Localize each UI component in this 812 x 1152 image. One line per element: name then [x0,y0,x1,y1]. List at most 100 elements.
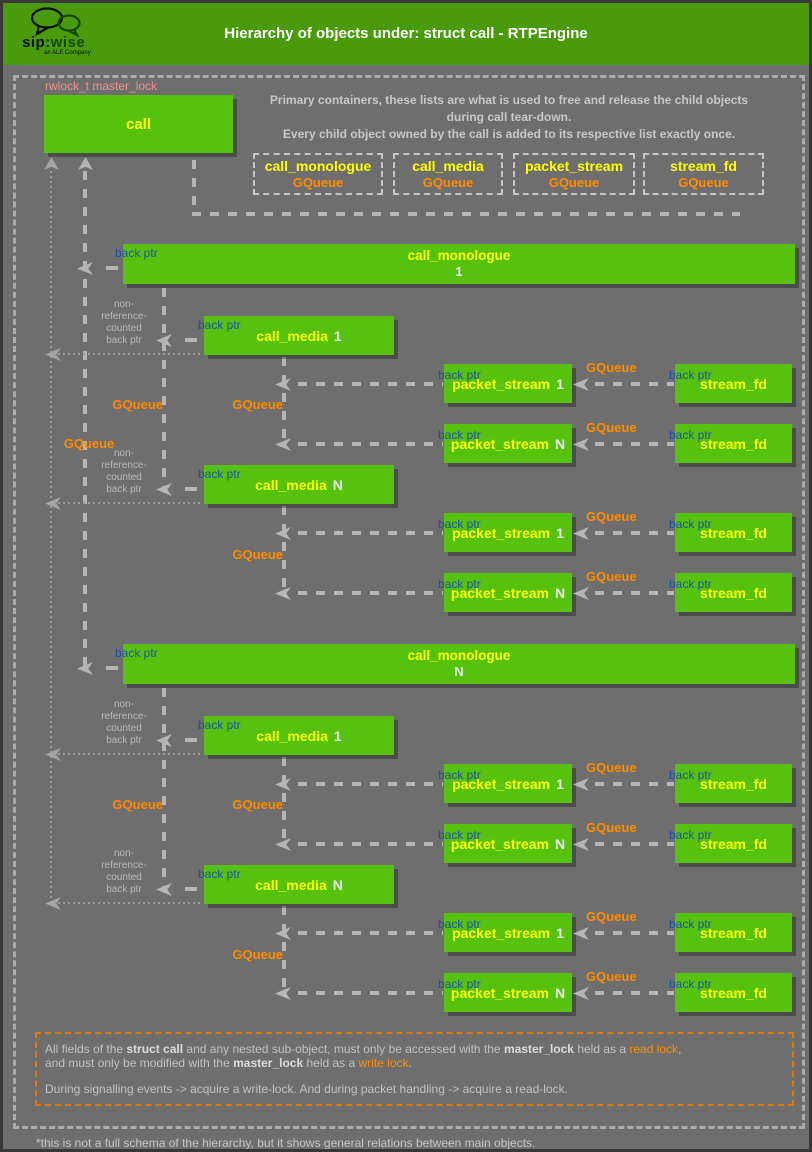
connector-line [192,212,740,216]
non-ref-note: non-reference-counted back ptr [91,448,157,496]
arrow-left-icon [573,778,589,791]
rwlock-label: rwlock_t master_lock [45,79,158,93]
non-ref-note-line: counted [106,872,142,883]
packet-stream-box-title: packet_stream [452,375,551,392]
queue-box-call-monologue: call_monologue GQueue [253,153,383,195]
dashed-line [298,931,443,935]
intro-line-2: during call tear-down. [446,110,572,124]
gqueue-label: GQueue [63,436,115,451]
stream-fd-box-title: stream_fd [700,375,767,392]
back-ptr-label: back ptr [115,246,158,260]
packet-stream-box-title: packet_stream [452,924,551,941]
gqueue-label: GQueue [586,569,637,584]
dash-stub [185,887,197,891]
non-ref-note-line: non- [113,448,134,459]
arrow-left-icon [573,438,589,451]
packet-stream-box: packet_stream N [444,824,572,863]
call-media-box-index: N [332,476,343,493]
non-ref-note-line: non- [113,699,134,710]
brand-text: sip:wise [22,34,86,51]
non-ref-note-line: reference- [101,711,147,722]
packet-stream-box-title: packet_stream [450,984,549,1001]
packet-stream-box-index: 1 [556,924,564,941]
stream-fd-box: stream_fd [675,573,792,612]
non-ref-note-line: non- [113,299,134,310]
dashed-line [298,782,443,786]
packet-stream-box: packet_stream 1 [444,764,572,803]
intro-line-3: Every child object owned by the call is … [282,127,736,141]
gqueue-label: GQueue [232,397,283,412]
dashed-line [298,591,443,595]
call-monologue-bar-title: call_monologue [407,248,511,263]
gqueue-label: GQueue [112,397,163,412]
call-media-box: call_media N [204,865,394,904]
non-ref-note-line: reference- [101,311,147,322]
arrow-left-icon [77,662,93,675]
stream-fd-box-title: stream_fd [700,524,767,541]
call-media-box: call_media N [204,465,394,504]
non-ref-note-line: back ptr [106,735,142,746]
stream-fd-box: stream_fd [675,424,792,463]
dashed-line [83,171,87,671]
dashed-line [298,991,443,995]
non-ref-note-line: back ptr [106,335,142,346]
back-ptr-label: back ptr [438,428,481,442]
non-ref-note: non-reference-counted back ptr [91,299,157,347]
call-monologue-bar-index: N [454,664,464,679]
non-ref-note-line: counted [106,323,142,334]
packet-stream-box-title: packet_stream [450,835,549,852]
queue-box-title: stream_fd [670,158,737,174]
packet-stream-box-index: N [554,584,566,601]
gqueue-label: GQueue [586,909,637,924]
packet-stream-box-index: 1 [556,524,564,541]
dashed-line [298,842,443,846]
back-ptr-label: back ptr [669,828,712,842]
arrow-left-icon [573,838,589,851]
dashed-line [595,591,674,595]
packet-stream-box-index: N [554,984,566,1001]
dashed-line [298,531,443,535]
call-monologue-bar-title: call_monologue [407,648,511,663]
arrow-left-icon [573,378,589,391]
diagram-frame [13,75,805,1129]
gqueue-label: GQueue [586,820,637,835]
stream-fd-box-title: stream_fd [700,835,767,852]
note-line-3: During signalling events -> acquire a wr… [45,1082,568,1096]
queue-box-type: GQueue [548,175,600,190]
packet-stream-box-index: N [554,835,566,852]
dashed-line [298,442,443,446]
back-ptr-label: back ptr [198,867,241,881]
non-ref-note-line: counted [106,472,142,483]
packet-stream-box: packet_stream 1 [444,513,572,552]
non-ref-note-line: reference- [101,860,147,871]
packet-stream-box: packet_stream N [444,573,572,612]
back-ptr-label: back ptr [669,368,712,382]
arrow-left-icon [77,262,93,275]
stream-fd-box-title: stream_fd [700,775,767,792]
dashed-line [595,991,674,995]
queue-box-title: call_media [412,158,484,174]
arrow-left-icon [573,527,589,540]
brand-tagline: an ALE Company [44,50,91,56]
back-ptr-label: back ptr [438,577,481,591]
dashed-line [282,357,286,444]
diagram-body: back ptr call_monologue 1 GQueue GQueue GQueu… [3,3,809,1149]
call-media-box-title: call_media [256,327,328,344]
call-media-box: call_media 1 [204,316,394,355]
packet-stream-box-index: 1 [556,775,564,792]
dashed-line [595,382,674,386]
gqueue-label: GQueue [586,360,637,375]
non-ref-note: non-reference-counted back ptr [91,699,157,747]
dashed-line [162,288,166,490]
speech-bubbles-icon [30,7,81,37]
packet-stream-box: packet_stream N [444,973,572,1012]
packet-stream-box: packet_stream 1 [444,364,572,403]
non-ref-note-line: counted [106,723,142,734]
queue-box-title: packet_stream [524,158,624,174]
dash-stub [185,487,197,491]
back-ptr-label: back ptr [669,768,712,782]
back-ptr-label: back ptr [669,917,712,931]
stream-fd-box-title: stream_fd [700,984,767,1001]
non-ref-note-line: non- [113,848,134,859]
intro-line-1: Primary containers, these lists are what… [269,93,749,107]
